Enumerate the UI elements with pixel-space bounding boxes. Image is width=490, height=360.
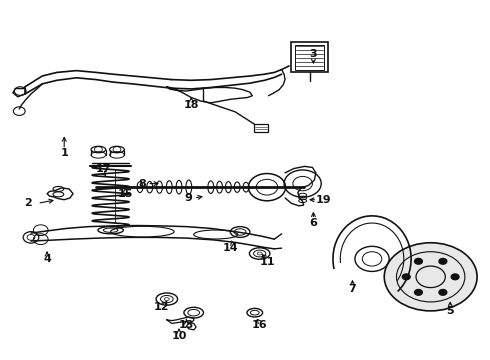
Bar [292, 42, 328, 72]
Text: 17: 17 [96, 164, 111, 174]
Circle shape [415, 258, 422, 264]
Text: 16: 16 [252, 320, 268, 330]
Text: 13: 13 [179, 320, 194, 330]
Text: 7: 7 [348, 284, 356, 294]
Text: 4: 4 [43, 254, 51, 264]
Text: 11: 11 [259, 257, 275, 267]
Text: 19: 19 [316, 195, 331, 205]
Text: 12: 12 [154, 302, 170, 312]
Circle shape [402, 274, 410, 280]
Text: 8: 8 [139, 179, 147, 189]
Text: 15: 15 [118, 189, 133, 199]
Circle shape [415, 289, 422, 295]
Text: 18: 18 [183, 100, 199, 110]
Bar [254, 124, 269, 132]
Text: 9: 9 [185, 193, 193, 203]
Text: 3: 3 [310, 49, 317, 59]
Text: 1: 1 [60, 148, 68, 158]
Circle shape [451, 274, 459, 280]
Text: 6: 6 [310, 218, 318, 228]
Text: 14: 14 [222, 243, 238, 253]
Text: 2: 2 [24, 198, 31, 208]
Circle shape [384, 243, 477, 311]
Bar [295, 45, 324, 69]
Text: 10: 10 [172, 331, 187, 341]
Circle shape [439, 289, 447, 295]
Circle shape [439, 258, 447, 264]
Text: 5: 5 [446, 306, 454, 316]
